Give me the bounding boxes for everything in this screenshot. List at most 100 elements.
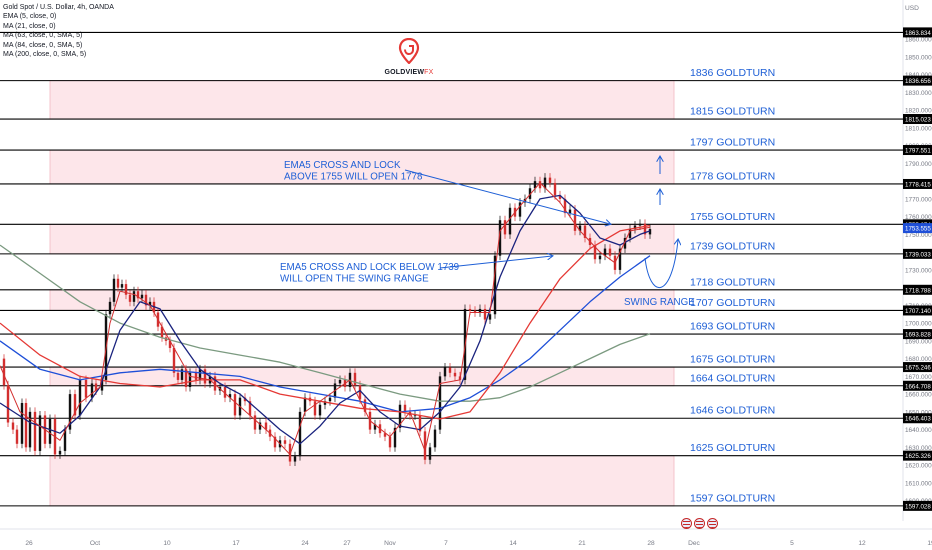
legend-ma21[interactable]: MA (21, close, 0) (3, 22, 56, 30)
candle-body (258, 422, 262, 430)
y-tick-label: 1640.000 (905, 427, 932, 434)
candle-body (194, 372, 198, 380)
annotation-text: EMA5 CROSS AND LOCK BELOW 1739 (280, 262, 459, 273)
level-tag-bg (903, 380, 932, 391)
candle-body (78, 379, 82, 416)
us-flag-icon[interactable] (707, 518, 718, 529)
level-tag-label: 1625.326 (905, 453, 931, 460)
x-tick-label: 14 (509, 540, 517, 547)
candle-body (68, 394, 72, 430)
annotation-text: WILL OPEN THE SWING RANGE (280, 274, 429, 285)
level-tag-bg (903, 413, 932, 424)
candle-body (518, 202, 522, 217)
arrow-to-1755 (404, 169, 610, 224)
candle-body (124, 284, 128, 295)
candle-body (6, 385, 10, 423)
annotation-text: EMA5 CROSS AND LOCK (284, 160, 401, 171)
candle-body (508, 207, 512, 235)
candles (2, 173, 652, 466)
candle-body (573, 209, 577, 231)
zone-3 (49, 289, 675, 311)
candle-body (638, 223, 642, 226)
candle-body (140, 294, 144, 299)
candle-body (488, 314, 492, 320)
y-tick-label: 1810.000 (905, 125, 932, 132)
candle-body (168, 340, 172, 348)
candle-body (136, 291, 140, 299)
candle-body (493, 255, 497, 315)
x-tick-label: 12 (858, 540, 866, 547)
x-tick-label: 27 (343, 540, 351, 547)
y-tick-label: 1670.000 (905, 374, 932, 381)
legend-ma63[interactable]: MA (63, close, 0, SMA, 5) (3, 32, 83, 40)
x-tick-label: 24 (301, 540, 309, 547)
level-tag-bg (903, 178, 932, 189)
level-tag-bg (903, 145, 932, 156)
legend-ma200[interactable]: MA (200, close, 0, SMA, 5) (3, 51, 87, 59)
candle-body (283, 440, 287, 444)
candle-body (443, 367, 447, 377)
candle-body (393, 427, 397, 448)
logo-suffix: FX (424, 69, 434, 76)
candle-body (413, 415, 417, 417)
candle-body (358, 385, 362, 400)
candle-body (116, 278, 120, 288)
candle-body (568, 209, 572, 214)
y-tick-label: 1860.000 (905, 37, 932, 44)
candle-body (383, 433, 387, 437)
us-flag-icon[interactable] (681, 518, 692, 529)
candle-body (144, 294, 148, 306)
zone-0 (49, 80, 675, 120)
candle-body (648, 229, 652, 235)
goldviewfx-logo: GOLDVIEWFX (383, 37, 435, 76)
economic-events[interactable] (681, 518, 718, 529)
level-tag-bg (903, 27, 932, 38)
candle-body (172, 347, 176, 373)
y-tick-label: 1700.000 (905, 321, 932, 328)
level-label: 1707 GOLDTURN (690, 297, 775, 309)
y-tick-label: 1790.000 (905, 161, 932, 168)
x-tick-label: Oct (90, 540, 100, 547)
level-tag-bg (903, 305, 932, 316)
y-tick-label: 1680.000 (905, 356, 932, 363)
x-tick-label: 7 (444, 540, 448, 547)
ma200-line (0, 244, 651, 402)
level-tag-label: 1718.788 (905, 287, 931, 294)
candle-body (328, 397, 332, 402)
candle-body (128, 294, 132, 302)
currency-label: USD (905, 5, 919, 12)
candle-body (203, 369, 207, 384)
candle-body (253, 415, 257, 430)
ema5-line (0, 182, 651, 455)
legend-ema5[interactable]: EMA (5, close, 0) (3, 13, 57, 21)
y-tick-label: 1620.000 (905, 463, 932, 470)
x-ticks: 26 Oct 10 17 24 27 Nov 7 14 21 28 Dec 5 12 19 (25, 540, 932, 547)
y-tick-label: 1650.000 (905, 409, 932, 416)
legend-ma84[interactable]: MA (84, close, 0, SMA, 5) (3, 41, 83, 49)
zone-4 (49, 366, 675, 387)
candle-body (58, 450, 62, 455)
candle-body (15, 429, 19, 444)
y-tick-label: 1610.000 (905, 480, 932, 487)
level-label: 1646 GOLDTURN (690, 405, 775, 417)
x-tick-label: 5 (790, 540, 794, 547)
candle-body (633, 225, 637, 230)
us-flag-icon[interactable] (694, 518, 705, 529)
candle-body (618, 248, 622, 270)
candle-body (323, 401, 327, 405)
level-label: 1625 GOLDTURN (690, 442, 775, 454)
logo-name: GOLDVIEW (384, 69, 425, 76)
level-label: 1815 GOLDTURN (690, 106, 775, 118)
candle-body (468, 308, 472, 311)
level-tag-bg (903, 450, 932, 461)
candle-body (438, 376, 442, 430)
x-tick-label: Nov (384, 540, 396, 547)
level-label: 1597 GOLDTURN (690, 492, 775, 504)
candle-body (338, 379, 342, 384)
level-label: 1778 GOLDTURN (690, 170, 775, 182)
level-tag-bg (903, 75, 932, 86)
candle-body (598, 255, 602, 260)
